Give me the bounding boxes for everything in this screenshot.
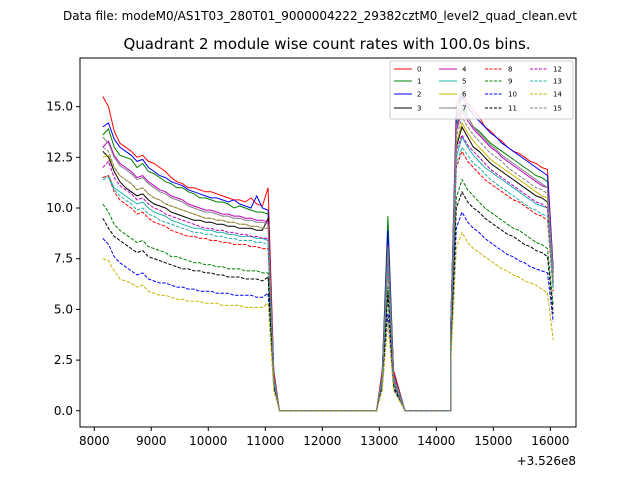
y-axis: 0.0 2.5 5.0 7.5 10.0 12.5 15.0 (46, 100, 80, 418)
series-line-2 (102, 95, 554, 412)
x-tick-label: 15000 (474, 434, 512, 448)
figure-suptitle: Data file: modeM0/AS1T03_280T01_90000042… (63, 9, 577, 23)
legend-label-12: 12 (553, 66, 562, 74)
y-tick-label: 15.0 (46, 100, 73, 114)
legend-label-13: 13 (553, 78, 562, 86)
series-line-8 (102, 150, 554, 412)
x-tick-label: 13000 (360, 434, 398, 448)
legend-label-4: 4 (462, 66, 467, 74)
series-line-7 (102, 86, 554, 412)
x-tick-label: 12000 (303, 434, 341, 448)
legend-label-7: 7 (462, 105, 466, 113)
series-line-11 (102, 190, 554, 412)
y-tick-label: 0.0 (54, 404, 73, 418)
legend-box (389, 60, 574, 120)
legend-label-5: 5 (462, 78, 466, 86)
series-layer (102, 86, 554, 412)
x-tick-label: 10000 (189, 434, 227, 448)
series-line-5 (102, 135, 554, 412)
x-axis-offset-label: +3.526e8 (517, 454, 576, 468)
series-line-4 (102, 109, 554, 412)
x-tick-label: 9000 (136, 434, 167, 448)
x-tick-label: 11000 (246, 434, 284, 448)
legend-label-11: 11 (508, 105, 517, 113)
y-tick-label: 5.0 (54, 302, 73, 316)
legend-label-8: 8 (508, 66, 512, 74)
series-line-3 (102, 125, 554, 412)
series-line-14 (102, 231, 554, 412)
legend-label-9: 9 (508, 78, 512, 86)
x-tick-label: 14000 (417, 434, 455, 448)
series-line-1 (102, 105, 554, 412)
x-axis: 8000 9000 10000 11000 12000 13000 14000 15000 16… (79, 427, 569, 448)
y-tick-label: 2.5 (54, 353, 73, 367)
legend-label-10: 10 (508, 91, 517, 99)
series-line-13 (102, 146, 554, 412)
chart-title: Quadrant 2 module wise count rates with … (123, 35, 530, 53)
legend-label-1: 1 (417, 78, 421, 86)
legend-label-0: 0 (417, 66, 421, 74)
series-line-10 (102, 210, 554, 412)
series-line-15 (102, 115, 554, 412)
legend-label-15: 15 (553, 105, 562, 113)
legend-label-14: 14 (553, 91, 562, 99)
legend-label-6: 6 (462, 91, 467, 99)
plot-area-frame (79, 57, 577, 428)
y-tick-label: 7.5 (54, 252, 73, 266)
series-line-9 (102, 178, 554, 412)
x-tick-label: 8000 (79, 434, 110, 448)
y-tick-label: 10.0 (46, 201, 73, 215)
legend-label-2: 2 (417, 91, 421, 99)
series-line-6 (102, 121, 554, 412)
y-tick-label: 12.5 (46, 150, 73, 164)
legend-label-3: 3 (417, 105, 421, 113)
x-tick-label: 16000 (531, 434, 569, 448)
